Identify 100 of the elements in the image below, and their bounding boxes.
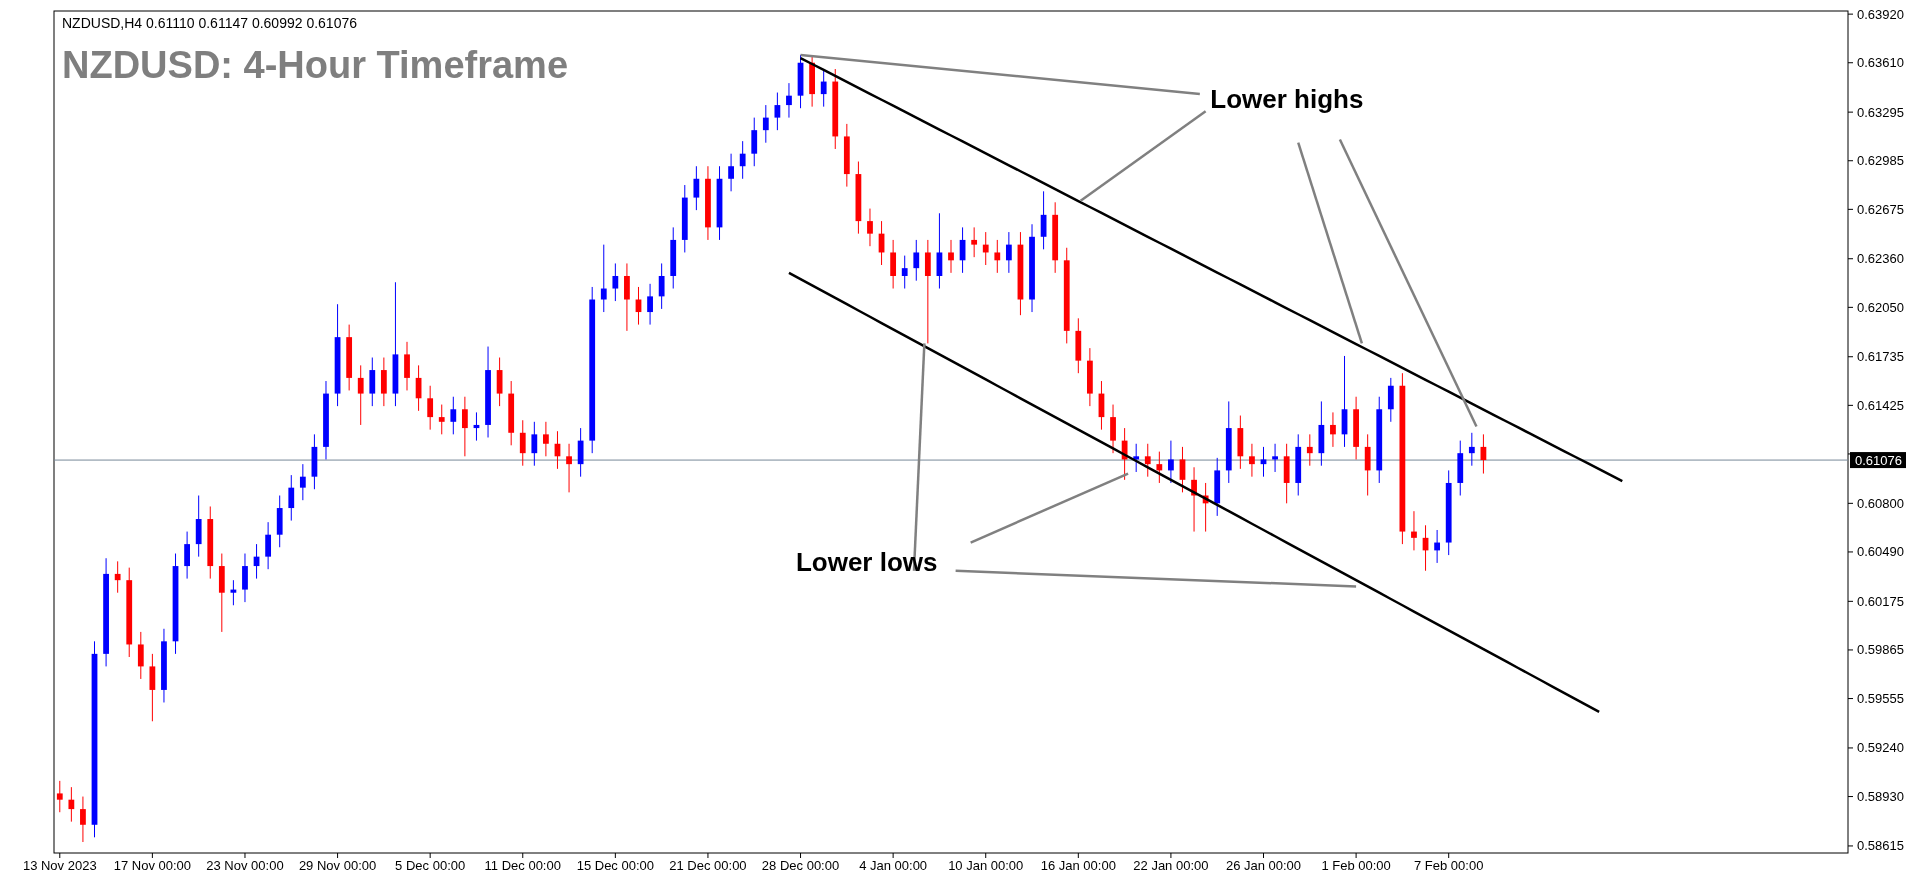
x-tick-label: 22 Jan 00:00 xyxy=(1133,858,1209,873)
y-tick-label: 0.59555 xyxy=(1857,691,1904,707)
x-tick-label: 11 Dec 00:00 xyxy=(484,858,561,873)
candlestick xyxy=(1156,451,1163,484)
y-tick-label: 0.59865 xyxy=(1857,642,1904,658)
line-series xyxy=(799,56,1624,483)
y-tick-label: 0.59240 xyxy=(1857,740,1904,756)
candlestick xyxy=(600,244,607,313)
candlestick xyxy=(461,396,468,457)
x-tick-label: 16 Jan 00:00 xyxy=(1040,858,1116,873)
y-tick-label: 0.63920 xyxy=(1857,6,1904,22)
candlestick xyxy=(867,208,873,247)
x-tick-label: 13 Nov 2023 xyxy=(22,858,97,873)
candlestick xyxy=(612,262,619,302)
candlestick xyxy=(496,357,503,407)
candlestick xyxy=(890,239,897,290)
candlestick xyxy=(820,68,827,108)
candlestick xyxy=(137,631,144,680)
candlestick xyxy=(438,404,445,435)
candlestick xyxy=(1364,433,1371,496)
candlestick xyxy=(762,104,769,144)
x-tick-label: 23 Nov 00:00 xyxy=(206,858,284,873)
candlestick xyxy=(1005,231,1012,274)
candlestick xyxy=(1306,433,1313,467)
candlestick xyxy=(774,92,781,131)
candlestick xyxy=(693,165,700,211)
ref-line-label: 0.61076 xyxy=(1855,452,1902,468)
candlestick xyxy=(658,262,665,310)
x-tick-label: 26 Jan 00:00 xyxy=(1225,858,1302,873)
line-series xyxy=(787,271,1601,714)
candlestick xyxy=(1434,529,1441,564)
candlestick xyxy=(948,239,954,274)
y-tick-label: 0.60175 xyxy=(1857,593,1904,609)
annotation: NZDUSD,H4 0.61110 0.61147 0.60992 0.61076 xyxy=(62,15,358,31)
candlestick xyxy=(994,239,1001,274)
candlestick xyxy=(1330,411,1336,448)
candlestick xyxy=(577,427,584,478)
candlestick xyxy=(427,385,434,431)
x-tick-label: 17 Nov 00:00 xyxy=(113,858,192,873)
candlestick xyxy=(1468,432,1475,467)
x-tick-label: 4 Jan 00:00 xyxy=(859,858,928,873)
y-tick-label: 0.58615 xyxy=(1857,838,1904,854)
y-tick-label: 0.60490 xyxy=(1857,544,1904,560)
candlestick xyxy=(647,283,653,326)
y-tick-label: 0.63610 xyxy=(1857,55,1904,71)
candlestick xyxy=(531,421,538,467)
candlestick xyxy=(114,560,121,594)
candlestick xyxy=(404,341,410,391)
y-tick-label: 0.60800 xyxy=(1857,495,1904,511)
candlestick xyxy=(1110,404,1116,454)
candlestick xyxy=(1272,443,1278,473)
y-tick-label: 0.62985 xyxy=(1857,153,1904,169)
candlestick xyxy=(265,521,272,570)
candlestick xyxy=(450,396,457,435)
candlestick xyxy=(1133,443,1140,473)
candlestick xyxy=(68,786,75,823)
candlestick xyxy=(924,239,931,344)
x-tick-label: 5 Dec 00:00 xyxy=(395,858,466,873)
annotation: Lower highs xyxy=(1210,84,1364,115)
x-tick-label: 7 Feb 00:00 xyxy=(1413,858,1484,873)
candlestick xyxy=(739,140,746,180)
candlestick xyxy=(1168,440,1174,484)
x-tick-label: 1 Feb 00:00 xyxy=(1321,858,1391,873)
candlestick xyxy=(624,262,630,332)
y-tick-label: 0.62050 xyxy=(1857,299,1904,315)
y-tick-label: 0.58930 xyxy=(1857,789,1904,805)
annotation: Lower lows xyxy=(795,546,938,577)
candlestick xyxy=(1249,443,1255,478)
y-tick-label: 0.62675 xyxy=(1857,201,1904,217)
candlestick xyxy=(357,364,364,426)
y-tick-label: 0.61735 xyxy=(1857,349,1904,365)
candlestick xyxy=(543,421,549,457)
candlestick xyxy=(786,82,792,119)
text: NZDUSD: 4-Hour Timeframe xyxy=(62,44,569,86)
candlestick xyxy=(566,443,572,493)
candlestick xyxy=(728,153,734,192)
candlestick xyxy=(982,231,989,266)
candlestick xyxy=(1387,377,1394,423)
candlestick xyxy=(149,653,156,722)
x-tick-label: 10 Jan 00:00 xyxy=(948,858,1024,873)
y-tick-label: 0.61425 xyxy=(1857,397,1904,413)
candlestick xyxy=(751,117,758,167)
candlestick xyxy=(971,226,978,258)
candlestick xyxy=(288,474,295,522)
x-tick-label: 15 Dec 00:00 xyxy=(576,858,655,873)
candlestick xyxy=(1411,510,1417,551)
candlestick xyxy=(80,796,86,843)
candlestick xyxy=(299,463,306,501)
candlestick xyxy=(901,255,908,290)
candlestick xyxy=(369,357,376,407)
y-tick-label: 0.63295 xyxy=(1857,104,1904,120)
candlestick xyxy=(913,239,920,282)
candlestick xyxy=(184,531,190,580)
candlestick xyxy=(1144,443,1151,478)
x-tick-label: 21 Dec 00:00 xyxy=(669,858,747,873)
candlestick xyxy=(56,780,63,813)
x-tick-label: 28 Dec 00:00 xyxy=(761,858,840,873)
y-tick-label: 0.62360 xyxy=(1857,251,1904,267)
candlestick xyxy=(380,357,387,407)
candlestick xyxy=(242,553,248,603)
